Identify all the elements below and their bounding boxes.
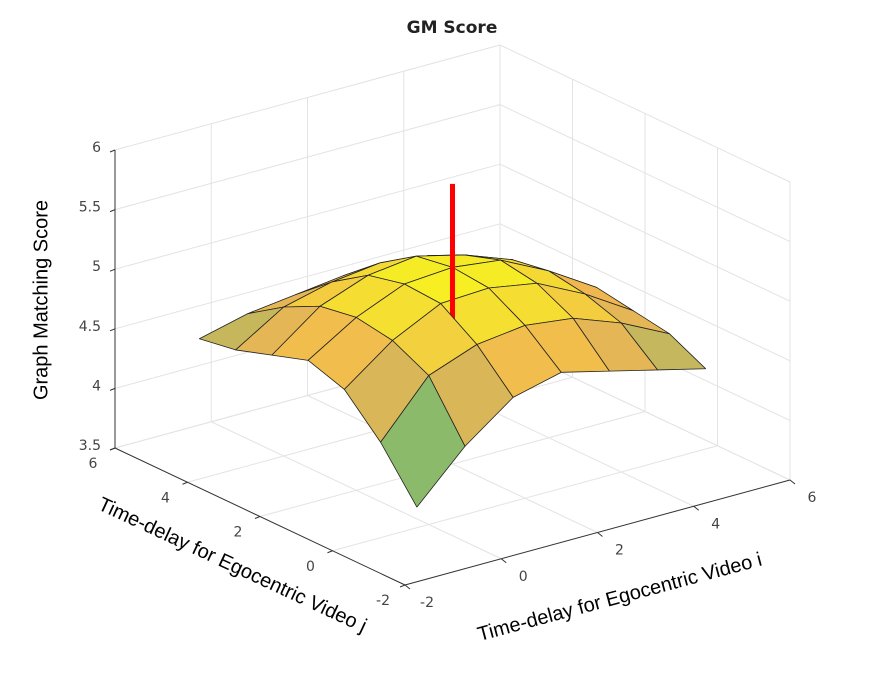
y-tick (399, 584, 406, 588)
z-tick-label: 4 (92, 378, 101, 394)
y-tick-label: 0 (306, 559, 315, 575)
x-tick-label: 2 (615, 543, 624, 559)
floor-grid-line (259, 411, 646, 517)
z-tick-label: 4.5 (79, 319, 101, 335)
z-tick (109, 268, 116, 272)
x-tick (404, 584, 411, 590)
y-tick (182, 481, 188, 485)
x-tick-label: 4 (711, 516, 720, 532)
wall-grid-line (114, 104, 501, 211)
wall-grid-line (499, 223, 791, 362)
floor-grid-line (332, 445, 718, 552)
z-tick (109, 149, 116, 153)
y-axis-label: Time-delay for Egocentric Video j (95, 493, 370, 637)
z-tick-label: 5 (92, 259, 101, 275)
z-tick (109, 328, 116, 332)
y-tick-label: 4 (161, 490, 170, 506)
x-tick (500, 558, 507, 564)
wall-grid-line (499, 44, 791, 183)
z-axis-label: Graph Matching Score (30, 200, 52, 400)
x-tick (693, 505, 700, 511)
z-tick (109, 387, 116, 391)
wall-grid-line (499, 104, 791, 243)
z-tick-label: 3.5 (79, 438, 101, 454)
wall-grid-line (114, 223, 501, 330)
z-tick (109, 447, 116, 451)
x-tick-label: 6 (808, 490, 817, 506)
y-tick-label: -2 (376, 593, 390, 609)
z-tick-label: 5.5 (79, 200, 101, 216)
z-tick (109, 209, 116, 213)
y-tick (254, 516, 261, 519)
y-tick (327, 550, 333, 554)
wall-grid-line (114, 163, 501, 270)
wall-grid-line (499, 163, 791, 302)
y-tick-label: 6 (89, 456, 98, 472)
x-tick (789, 479, 796, 485)
y-tick-label: 2 (234, 525, 243, 541)
x-tick-label: 0 (519, 569, 528, 585)
x-tick-label: -2 (420, 595, 434, 611)
z-tick-label: 6 (92, 140, 101, 156)
wall-grid-line (114, 44, 501, 151)
x-axis-label: Time-delay for Egocentric Video i (475, 549, 764, 646)
surface-patch (380, 375, 466, 508)
x-tick (597, 532, 603, 537)
chart-title: GM Score (407, 18, 498, 38)
